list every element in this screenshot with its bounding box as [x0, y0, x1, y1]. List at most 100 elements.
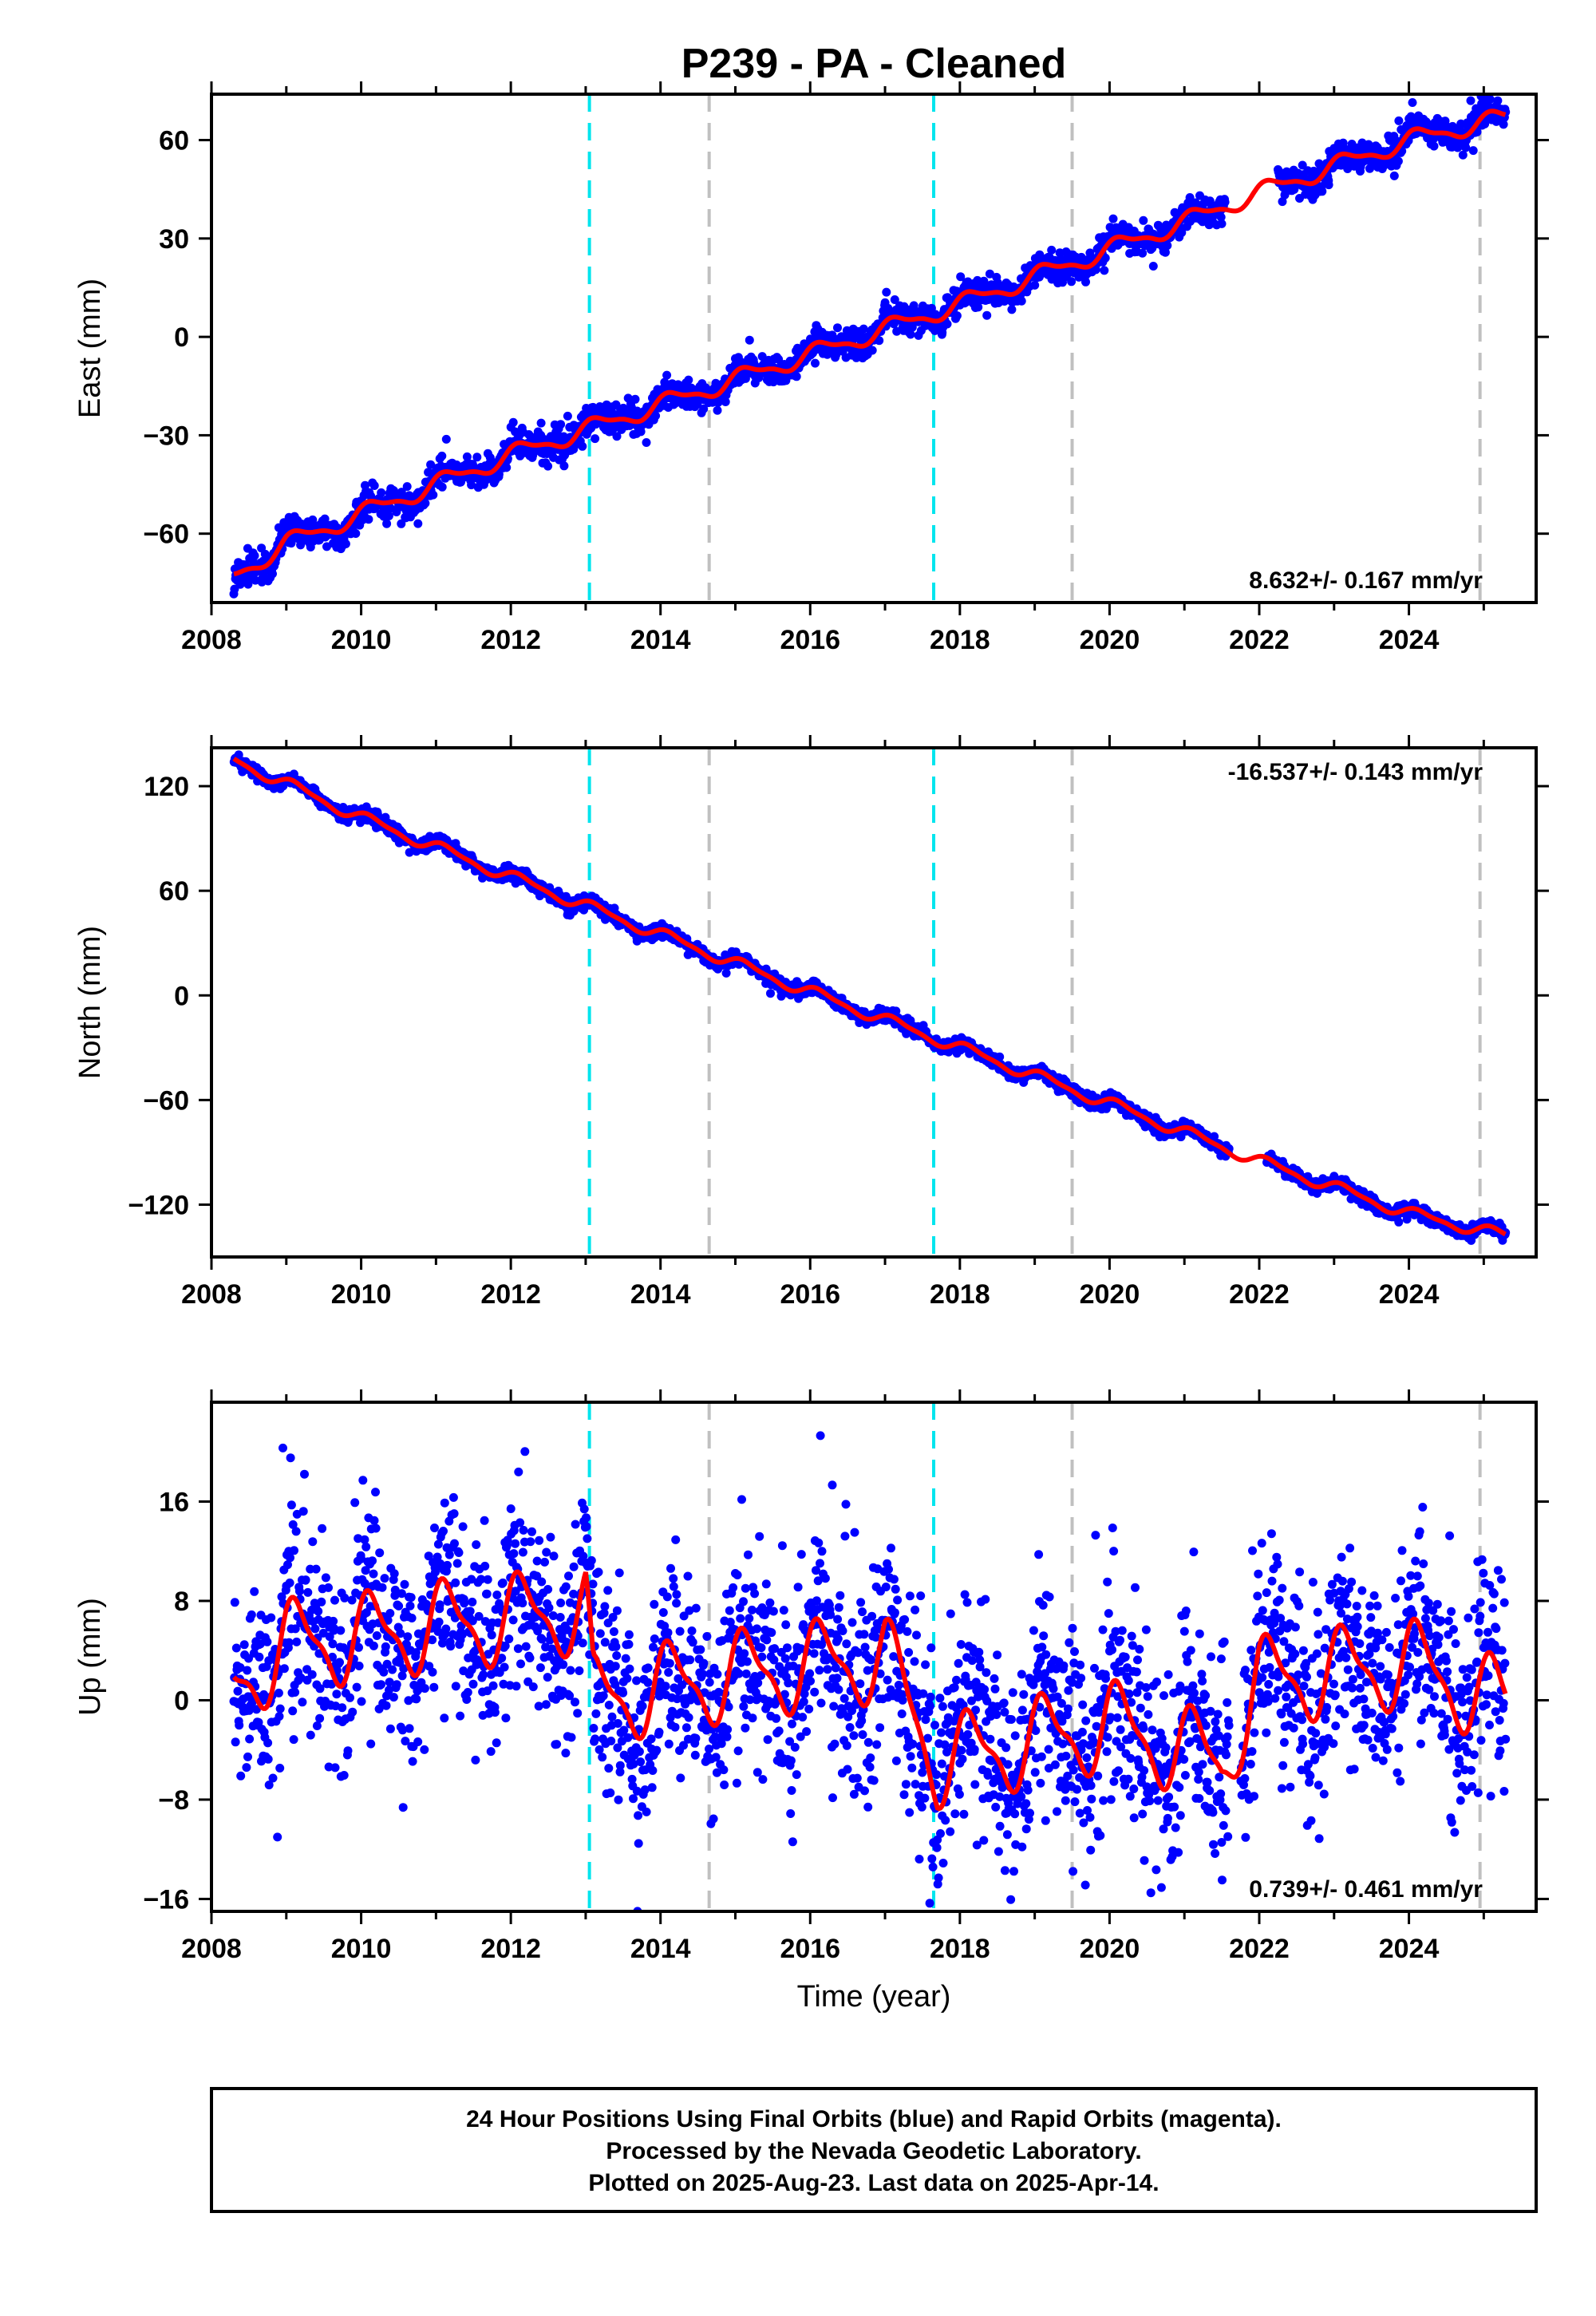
east-data-point [502, 463, 512, 472]
east-data-point [1220, 197, 1230, 207]
east-panel: 2008 2010 2012 2014 2016 2018 2020 2022 20246030… [73, 81, 1549, 655]
east-frame [210, 93, 1538, 604]
east-data-point [890, 295, 899, 304]
east-data-point [1493, 96, 1503, 105]
east-data-point [402, 482, 412, 492]
east-data-point [741, 373, 750, 383]
east-data-point [867, 346, 877, 355]
east-data-point [684, 375, 693, 385]
east-x-tick-label: 2014 [630, 625, 691, 655]
east-axes: 2008 2010 2012 2014 2016 2018 2020 2022 20246030… [143, 81, 1549, 655]
east-data-point [1298, 160, 1307, 170]
east-y-axis-label: East (mm) [73, 279, 107, 418]
east-data-point [1160, 247, 1170, 257]
east-data-point [1317, 187, 1327, 196]
east-data-point [1499, 120, 1508, 129]
east-data-point [942, 319, 952, 329]
east-data-point [833, 323, 842, 333]
east-data-point [882, 287, 891, 297]
east-data-point [875, 336, 884, 346]
east-data-point [1461, 143, 1471, 152]
east-data-point [1148, 262, 1158, 271]
east-data-point [308, 515, 318, 524]
east-data-point [1458, 150, 1468, 160]
east-data-point [721, 397, 730, 406]
east-data-point [1429, 141, 1439, 151]
east-data-point [536, 418, 546, 428]
east-data-point [250, 551, 259, 560]
east-data-point [1324, 180, 1333, 190]
east-data-point [437, 482, 447, 492]
east-data-point [1185, 193, 1195, 202]
east-data-point [956, 272, 966, 282]
east-data-point [1217, 219, 1227, 228]
north-data-point [1394, 1217, 1404, 1227]
east-data-point [556, 420, 566, 429]
east-data-point [811, 358, 820, 368]
east-rate-label: 8.632+/- 0.167 mm/yr [1249, 567, 1483, 594]
east-data-point [906, 330, 915, 339]
east-data-point [1389, 171, 1399, 180]
east-data-point [909, 301, 918, 310]
north-data-point [234, 750, 243, 760]
panels-layer: 2008 2010 2012 2014 2016 2018 2020 2022 20246030… [73, 81, 1549, 2014]
east-data-point [1100, 266, 1109, 275]
east-y-tick-label: −60 [143, 520, 189, 550]
east-data-point [377, 488, 386, 497]
east-data-point [1278, 197, 1287, 207]
east-data-point [467, 480, 476, 490]
east-data-point [1007, 305, 1017, 314]
east-data-point [369, 481, 379, 490]
east-data-point [612, 432, 622, 441]
east-x-tick-label: 2020 [1080, 625, 1140, 655]
east-data-point [413, 519, 423, 528]
east-data-point [642, 438, 651, 447]
east-x-tick-label: 2016 [780, 625, 840, 655]
east-data-point [1108, 214, 1118, 223]
east-x-tick-label: 2018 [930, 625, 990, 655]
east-data-point [364, 515, 373, 524]
east-data-point [441, 434, 451, 444]
east-data-point [462, 452, 472, 461]
east-data-point [699, 404, 709, 413]
east-data-point [757, 352, 767, 362]
east-data-point [636, 427, 646, 437]
east-data-point [1468, 146, 1478, 156]
east-data-point [1138, 248, 1148, 258]
figure-title: P239 - PA - Cleaned [681, 41, 1067, 87]
east-data-point [973, 275, 982, 285]
east-data-point [892, 326, 902, 336]
east-data-point [859, 324, 868, 334]
east-data-point [320, 514, 330, 524]
east-data-point [559, 461, 569, 471]
east-data-point [243, 579, 253, 589]
east-data-point [268, 569, 277, 579]
east-y-tick-label: −30 [143, 421, 189, 451]
east-data-point [1017, 296, 1026, 306]
east-data-point [952, 311, 962, 321]
east-data-point [662, 370, 672, 380]
north-panel: 2008 2010 2012 2014 2016 2018 2020 2022 20241206… [73, 735, 1549, 1310]
east-data-point [1408, 98, 1417, 107]
east-y-tick-label: 30 [159, 224, 189, 255]
east-x-tick-label: 2008 [181, 625, 242, 655]
east-data-point [429, 490, 438, 500]
east-data-point [382, 519, 392, 528]
east-data-point [569, 445, 579, 454]
east-data-point [1067, 277, 1077, 287]
east-data-point [651, 411, 661, 421]
east-data-point [974, 302, 983, 312]
east-data-point [1393, 156, 1403, 166]
east-data-point [563, 411, 572, 421]
east-data-point [421, 499, 430, 508]
east-x-tick-label: 2022 [1229, 625, 1290, 655]
east-data-point [351, 529, 361, 538]
east-data-point [384, 512, 393, 520]
north-data-point [721, 968, 731, 978]
east-data-point [543, 461, 553, 471]
east-data-point [508, 417, 518, 427]
east-data-point [1480, 119, 1490, 128]
north-data-point [766, 989, 775, 998]
